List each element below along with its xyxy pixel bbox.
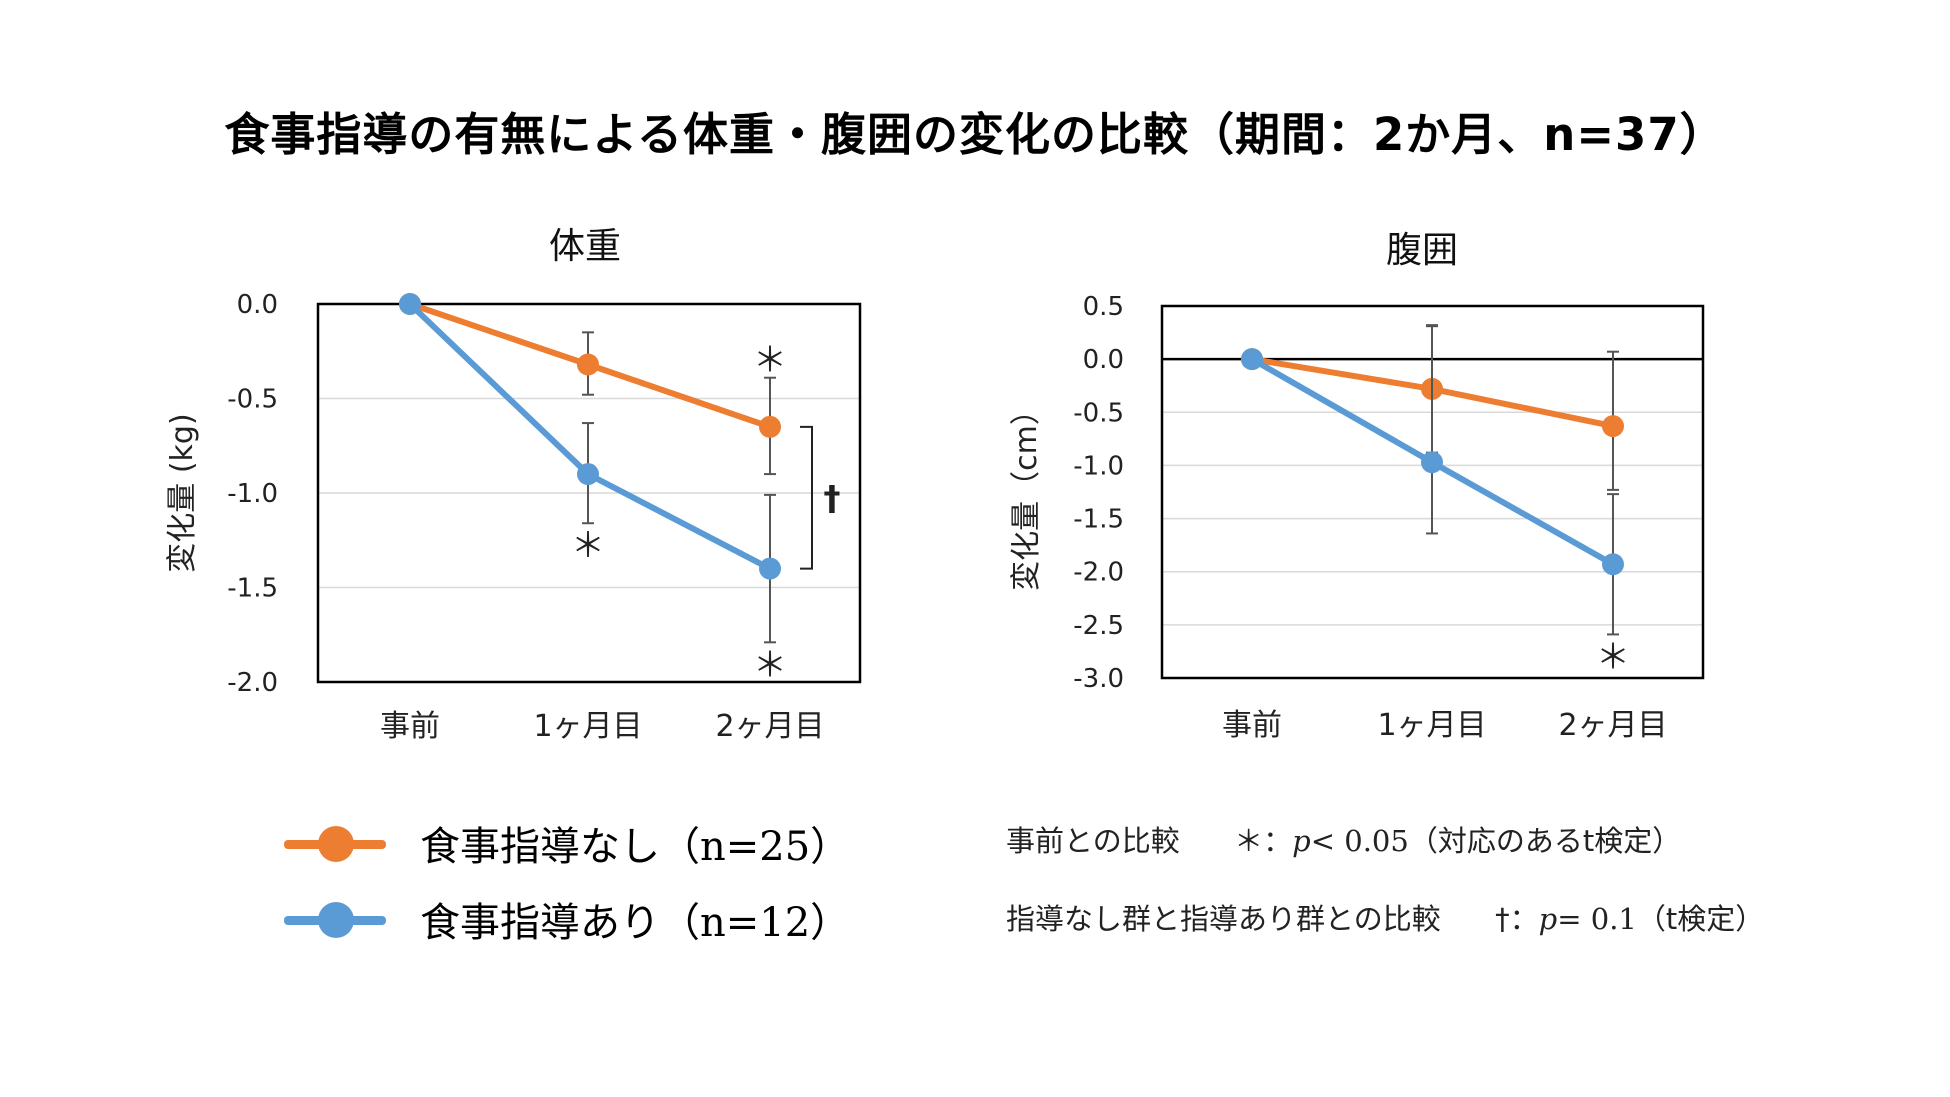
note-pre-comparison: 事前との比較 ＊：p< 0.05（対応のあるt検定） (1006, 818, 1681, 860)
note-pvalue: = 0.1 (1557, 902, 1637, 936)
y-axis-label: 変化量（cm） (1009, 395, 1044, 591)
note-test: （対応のあるt検定） (1408, 824, 1682, 858)
y-tick-label: -2.5 (1073, 611, 1124, 641)
x-category-label: 1ヶ月目 (1377, 708, 1486, 743)
legend-n: （n=25） (660, 824, 851, 870)
legend-n: （n=12） (660, 900, 851, 946)
y-axis-label: 変化量 (kg) (165, 413, 200, 572)
note-test: （t検定） (1636, 902, 1765, 936)
note-pvalue: < 0.05 (1310, 824, 1409, 858)
chart-title: 腹囲 (1386, 230, 1458, 271)
note-text: 事前との比較 (1006, 824, 1180, 858)
data-point (1602, 415, 1624, 438)
significance-mark: ＊ (753, 645, 787, 685)
note-text: 指導なし群と指導あり群との比較 (1006, 902, 1441, 936)
weight-chart: 体重 0.0 -0.5 -1.0 -1.5 -2.0 変化量 (kg) 事前 1ヶ月目 2ヶ月目 ＊… (165, 226, 862, 744)
page-title: 食事指導の有無による体重・腹囲の変化の比較（期間：2か月、n=37） (224, 108, 1726, 161)
legend-marker-swatch (318, 902, 354, 938)
legend-marker-swatch (318, 826, 354, 862)
y-tick-label: -3.0 (1073, 664, 1124, 694)
legend-item-guidance: 食事指導あり（n=12） (278, 888, 978, 948)
plot-frame (316, 302, 862, 684)
note-p: p (1292, 824, 1311, 858)
data-point (759, 415, 781, 438)
dagger-mark: † (824, 479, 841, 519)
y-tick-label: -1.0 (1073, 451, 1124, 481)
note-mark: †： (1495, 902, 1539, 936)
note-mark: ＊： (1234, 824, 1293, 858)
x-category-label: 事前 (1222, 708, 1282, 743)
data-point (399, 293, 421, 315)
data-point (759, 557, 781, 580)
significance-mark: ＊ (1596, 637, 1630, 677)
comparison-bracket (800, 425, 813, 570)
significance-mark: ＊ (571, 526, 605, 566)
data-point (577, 353, 599, 376)
note-p: p (1538, 902, 1558, 936)
y-tick-label: -1.0 (227, 479, 278, 509)
y-tick-label: -0.5 (1073, 398, 1124, 428)
y-tick-label: -2.0 (227, 668, 278, 698)
x-category-label: 2ヶ月目 (715, 709, 824, 744)
y-tick-label: -1.5 (1073, 505, 1124, 535)
legend-label: 食事指導あり (420, 900, 660, 946)
legend-item-no-guidance: 食事指導なし（n=25） (278, 812, 978, 872)
chart-title: 体重 (549, 226, 621, 267)
data-point (577, 463, 599, 486)
y-tick-label: -2.0 (1073, 558, 1124, 588)
x-category-label: 1ヶ月目 (533, 709, 642, 744)
data-point (1241, 348, 1263, 371)
y-tick-label: 0.5 (1083, 292, 1124, 322)
y-tick-label: 0.0 (237, 290, 278, 320)
data-point (1421, 451, 1443, 474)
y-tick-label: -1.5 (227, 574, 278, 604)
data-point (1602, 553, 1624, 576)
legend-label: 食事指導なし (420, 824, 660, 870)
waist-chart: 腹囲 0.5 0.0 -0.5 -1.0 -1.5 -2.0 -2.5 -3.0 変化量（cm） 事… (1009, 230, 1705, 743)
note-group-comparison: 指導なし群と指導あり群との比較 †：p= 0.1（t検定） (1006, 896, 1764, 938)
plot-frame (1160, 304, 1705, 680)
significance-mark: ＊ (753, 341, 787, 381)
y-tick-label: -0.5 (227, 385, 278, 415)
x-category-label: 事前 (380, 709, 440, 744)
x-category-label: 2ヶ月目 (1558, 708, 1667, 743)
y-tick-label: 0.0 (1083, 345, 1124, 375)
